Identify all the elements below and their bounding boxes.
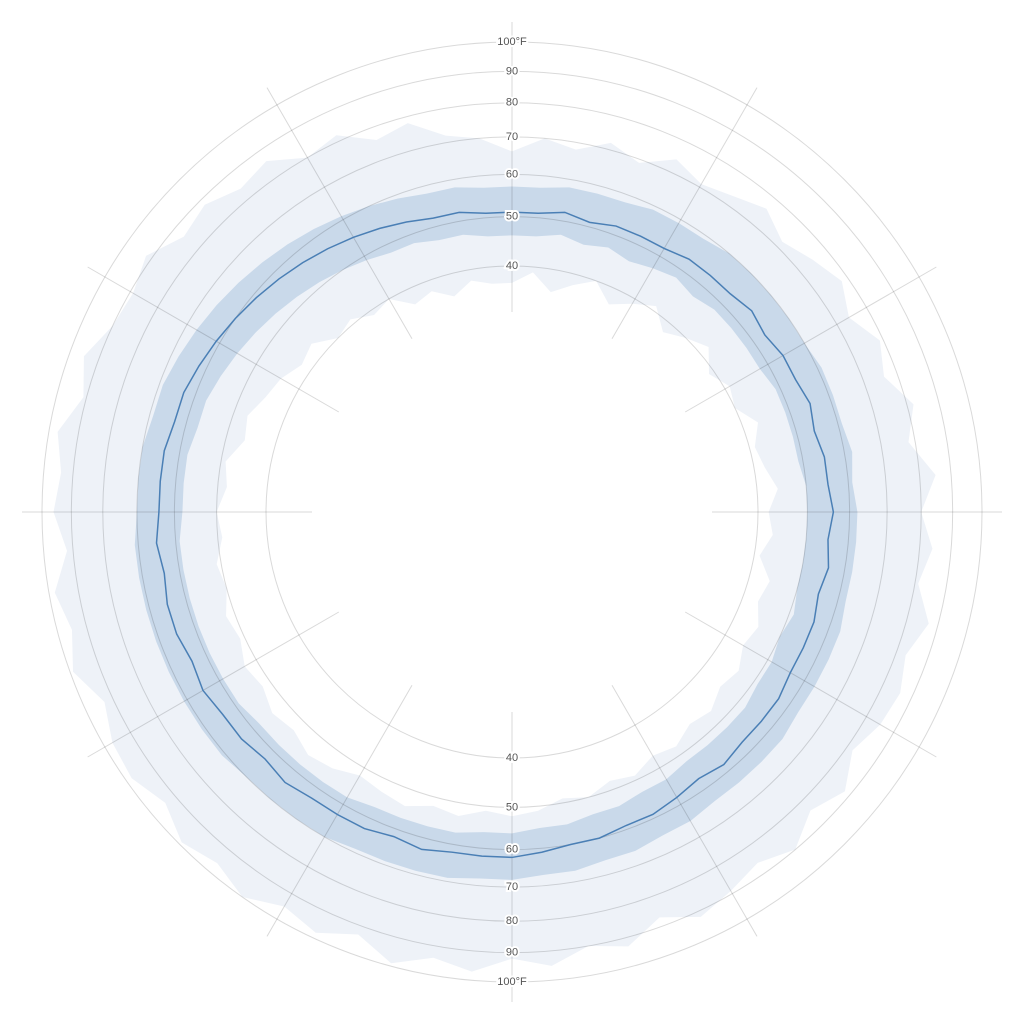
tick-label: 40 bbox=[506, 260, 518, 272]
tick-label: 70 bbox=[506, 131, 518, 143]
tick-label: 100°F bbox=[497, 976, 527, 988]
mean-line bbox=[155, 211, 835, 859]
tick-label: 40 bbox=[506, 752, 518, 764]
grid-circle bbox=[102, 102, 922, 922]
tick-label: 50 bbox=[506, 211, 518, 223]
tick-label: 60 bbox=[506, 844, 518, 856]
tick-label: 50 bbox=[506, 801, 518, 813]
month-spoke bbox=[611, 87, 758, 340]
tick-label: 80 bbox=[506, 915, 518, 927]
tick-label: 80 bbox=[506, 97, 518, 109]
tick-label: 60 bbox=[506, 168, 518, 180]
grid-circle bbox=[173, 173, 851, 851]
grid-circle bbox=[216, 216, 808, 808]
month-spoke bbox=[87, 611, 340, 758]
tick-label: 70 bbox=[506, 881, 518, 893]
month-spoke bbox=[266, 87, 413, 340]
grid-circle bbox=[265, 265, 759, 759]
tick-label: 100°F bbox=[497, 36, 527, 48]
grid-circle bbox=[136, 136, 888, 888]
tick-label: 90 bbox=[506, 947, 518, 959]
month-spoke bbox=[684, 611, 937, 758]
tick-label: 90 bbox=[506, 65, 518, 77]
month-spoke bbox=[266, 684, 413, 937]
grid-circle bbox=[70, 70, 954, 954]
month-spoke bbox=[87, 266, 340, 413]
grid-circle bbox=[41, 41, 983, 983]
month-spoke bbox=[611, 684, 758, 937]
month-spoke bbox=[684, 266, 937, 413]
